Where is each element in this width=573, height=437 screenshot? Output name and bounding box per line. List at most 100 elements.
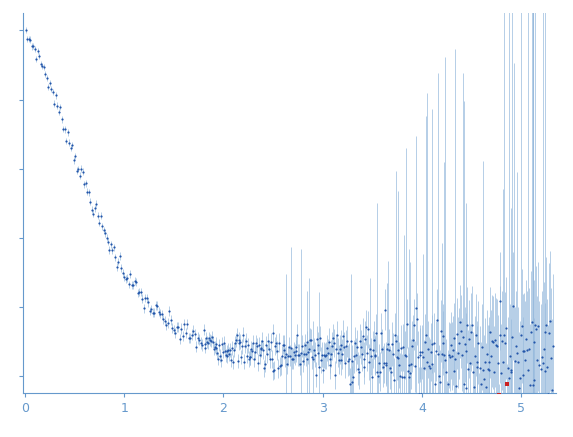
Point [489,369,499,376]
Point [449,334,458,341]
Point [249,339,258,346]
Point [437,350,446,357]
Point [203,340,213,347]
Point [240,358,249,365]
Point [317,357,326,364]
Point [150,309,159,316]
Point [396,372,405,379]
Point [444,380,453,387]
Point [166,316,175,323]
Point [139,305,148,312]
Point [270,367,279,374]
Point [333,349,342,356]
Point [231,337,240,344]
Point [242,352,252,359]
Point [213,350,222,357]
Point [440,351,449,358]
Point [339,332,348,339]
Point [448,347,457,354]
Point [387,368,396,375]
Point [102,234,111,241]
Point [511,358,520,365]
Point [418,349,427,356]
Point [24,35,33,42]
Point [284,343,293,350]
Point [299,350,308,357]
Point [521,356,530,363]
Point [520,347,529,354]
Point [285,352,295,359]
Point [273,365,282,372]
Point [268,368,277,375]
Point [344,356,354,363]
Point [171,329,180,336]
Point [92,200,101,207]
Point [523,347,532,354]
Point [402,320,411,327]
Point [255,352,264,359]
Point [490,336,500,343]
Point [352,343,362,350]
Point [214,355,223,362]
Point [28,43,37,50]
Point [393,354,402,361]
Point [532,326,541,333]
Point [267,356,276,363]
Point [183,321,192,328]
Point [54,108,64,115]
Point [459,380,468,387]
Point [547,355,556,362]
Point [480,358,489,365]
Point [41,71,50,78]
Point [191,343,201,350]
Point [368,346,377,353]
Point [163,319,172,326]
Point [354,365,363,372]
Point [463,322,472,329]
Point [57,116,66,123]
Point [270,343,280,350]
Point [205,334,214,341]
Point [58,126,68,133]
Point [60,126,69,133]
Point [371,351,380,358]
Point [535,409,544,416]
Point [253,359,262,366]
Point [513,359,523,366]
Point [468,368,477,375]
Point [374,372,383,379]
Point [206,336,215,343]
Point [246,354,255,361]
Point [248,348,257,355]
Point [547,387,556,394]
Point [421,332,430,339]
Point [476,365,485,372]
Point [465,336,474,343]
Point [471,332,480,339]
Point [480,375,489,382]
Point [352,351,361,358]
Point [222,353,231,360]
Point [266,339,275,346]
Point [174,324,183,331]
Point [145,308,154,315]
Point [445,354,454,361]
Point [235,336,244,343]
Point [345,380,354,387]
Point [456,328,465,335]
Point [36,61,45,68]
Point [367,373,376,380]
Point [32,55,41,62]
Point [477,343,486,350]
Point [466,329,476,336]
Point [223,348,232,355]
Point [295,352,304,359]
Point [162,322,171,329]
Point [97,223,107,230]
Point [243,342,252,349]
Point [382,362,391,369]
Point [392,354,401,361]
Point [35,53,44,60]
Point [314,341,323,348]
Point [276,362,285,369]
